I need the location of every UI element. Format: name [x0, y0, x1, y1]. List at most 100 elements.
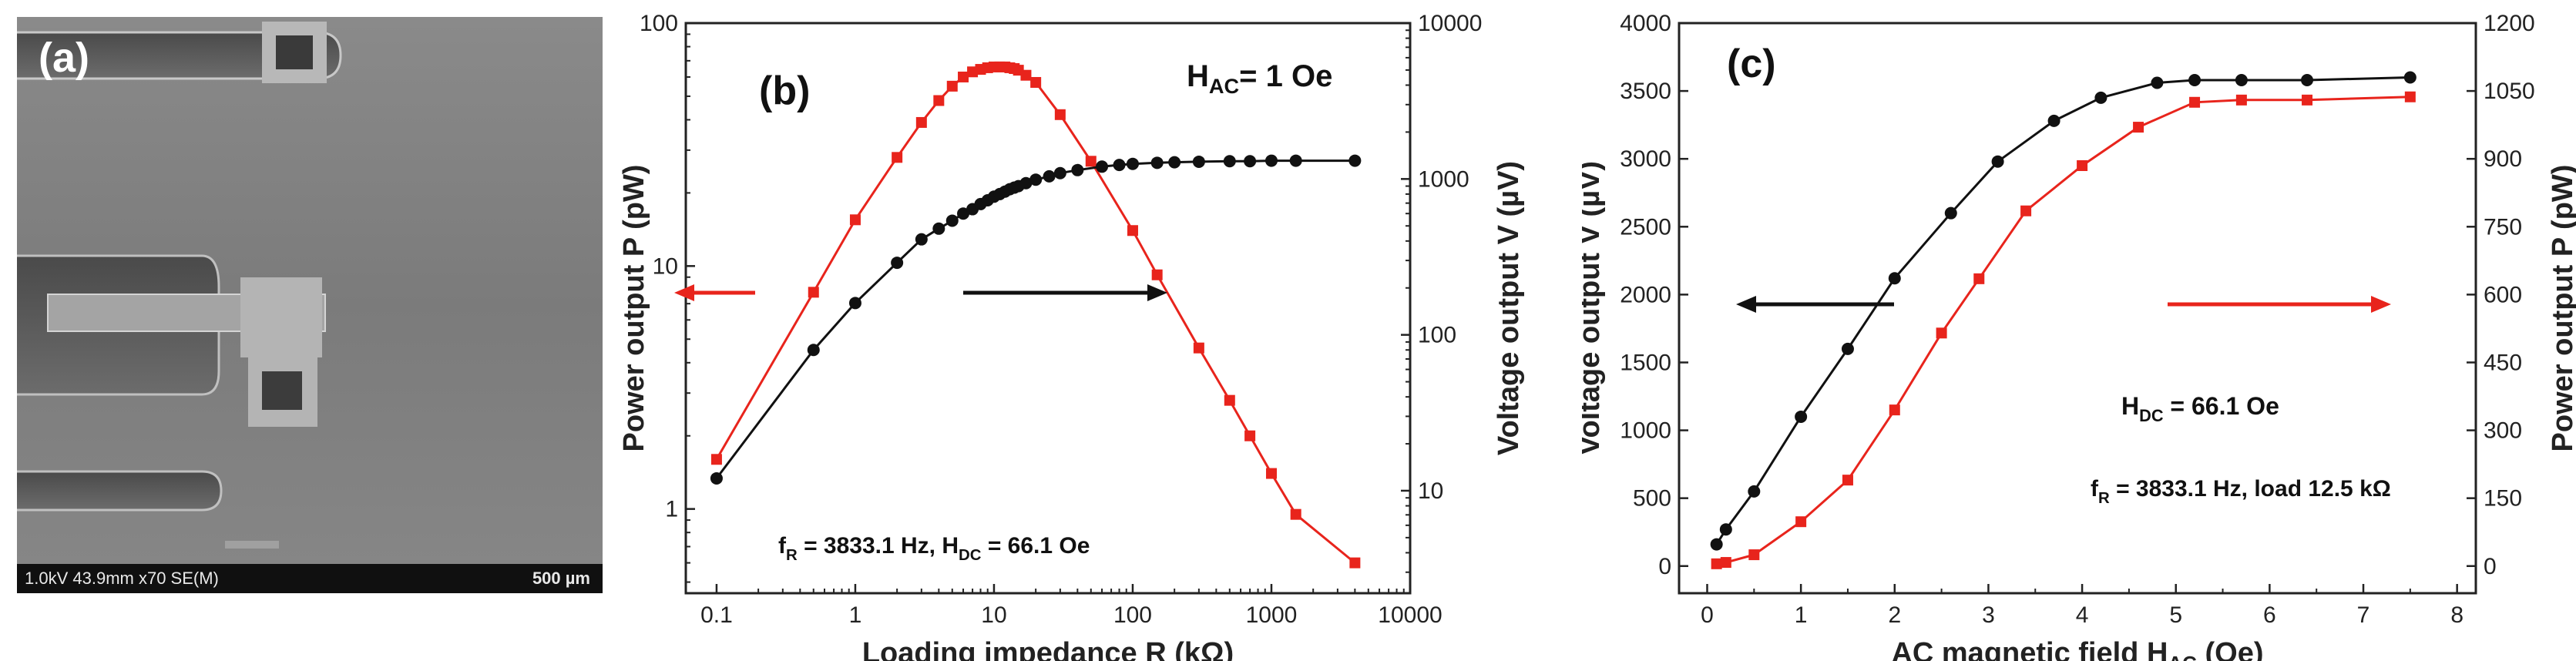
x-tick-label: 10: [981, 602, 1006, 628]
y-left-tick-label: 3000: [1620, 146, 1671, 172]
y-right-tick-label: 600: [2484, 282, 2522, 307]
y-right-tick-label: 10: [1418, 478, 1443, 504]
y-left-tick-label: 2500: [1620, 214, 1671, 240]
data-point-voltage: [1348, 154, 1362, 167]
data-point-voltage: [1168, 156, 1181, 169]
x-tick-label: 100: [1113, 602, 1152, 628]
data-point-power: [946, 80, 958, 92]
data-point-power: [2133, 122, 2144, 133]
x-tick-label: 0: [1701, 602, 1714, 628]
data-point-power: [933, 95, 945, 106]
y-right-tick-label: 150: [2484, 486, 2522, 512]
data-point-power: [958, 71, 969, 82]
x-tick-label: 1: [849, 602, 862, 628]
data-point-power: [2302, 94, 2313, 106]
x-tick-label: 6: [2263, 602, 2276, 628]
chart-c: 0 1 2 3 4 5 6 7 80500100015002000250030003500400…: [1582, 11, 2576, 661]
data-point-voltage: [1289, 154, 1302, 167]
y-left-axis-label: Power output P (pW): [618, 165, 650, 452]
data-point-voltage: [807, 344, 820, 357]
data-point-voltage: [915, 233, 928, 246]
data-point-voltage: [2047, 114, 2060, 127]
x-axis-label: AC magnetic field HAC (Oe): [1891, 637, 2263, 661]
data-point-power: [1127, 225, 1138, 237]
data-point-voltage: [1264, 154, 1278, 167]
data-point-voltage: [1150, 156, 1164, 169]
panel-label: (b): [759, 69, 810, 113]
data-point-voltage: [2301, 74, 2314, 86]
series-line-power: [715, 65, 1356, 564]
data-point-power: [1795, 516, 1807, 528]
panel-a-label: (a): [39, 35, 89, 81]
data-point-voltage: [1029, 173, 1043, 186]
annotation-2: fR = 3833.1 Hz, HDC = 66.1 Oe: [778, 533, 1090, 564]
data-point-power: [1290, 508, 1301, 520]
y-right-tick-label: 10000: [1418, 11, 1482, 36]
y-right-tick-label: 900: [2484, 146, 2522, 172]
data-point-power: [1889, 404, 1900, 416]
y-right-tick-label: 1050: [2484, 79, 2535, 104]
series-line-voltage: [1715, 76, 2410, 545]
data-point-voltage: [1192, 155, 1205, 168]
sem-image-panel: (a) 1.0kV 43.9mm x70 SE(M) 500 µm: [17, 17, 603, 593]
data-point-voltage: [1043, 169, 1056, 183]
x-axis-label: Loading impedance R (kΩ): [862, 637, 1234, 661]
data-point-power: [1842, 475, 1853, 486]
data-point-power: [2404, 91, 2416, 102]
y-right-axis-label: Power output P (pW): [2547, 165, 2576, 452]
data-point-voltage: [1113, 159, 1126, 172]
data-point-voltage: [1719, 523, 1732, 536]
y-left-tick-label: 0: [1658, 554, 1671, 579]
arrow-left-head: [1736, 296, 1756, 313]
data-point-voltage: [945, 214, 959, 227]
data-point-power: [1224, 394, 1235, 406]
plot-frame: [1678, 22, 2477, 595]
x-tick-label: 3: [1982, 602, 1995, 628]
data-point-voltage: [2151, 76, 2164, 89]
y-left-tick-label: 100: [640, 11, 678, 36]
sem-micrograph: [17, 22, 342, 549]
data-point-power: [1748, 549, 1760, 561]
y-left-tick-label: 1500: [1620, 350, 1671, 375]
data-point-voltage: [1748, 485, 1761, 498]
y-right-tick-label: 450: [2484, 350, 2522, 375]
data-point-power: [1030, 76, 1042, 88]
data-point-voltage: [1096, 160, 1109, 173]
data-point-voltage: [1841, 342, 1854, 355]
y-left-tick-label: 500: [1633, 486, 1671, 512]
data-point-voltage: [1944, 206, 1957, 220]
x-tick-label: 8: [2450, 602, 2463, 628]
data-point-voltage: [1223, 155, 1236, 168]
y-left-tick-label: 1000: [1620, 418, 1671, 444]
data-point-power: [2189, 96, 2201, 108]
data-point-voltage: [1071, 163, 1084, 176]
data-point-power: [1020, 69, 1032, 81]
data-point-power: [1720, 557, 1731, 569]
arrow-left-head: [674, 284, 694, 301]
data-point-power: [892, 152, 903, 163]
annotation-1: HDC = 66.1 Oe: [2121, 392, 2279, 425]
data-point-power: [1085, 156, 1097, 167]
y-left-tick-label: 4000: [1620, 11, 1671, 36]
arrow-right-head: [1147, 284, 1167, 301]
data-point-power: [1973, 273, 1985, 284]
x-tick-label: 10000: [1378, 602, 1442, 628]
data-point-power: [1265, 468, 1277, 479]
data-point-power: [1151, 269, 1163, 280]
x-tick-label: 7: [2357, 602, 2370, 628]
x-tick-label: 1: [1795, 602, 1808, 628]
x-tick-label: 5: [2169, 602, 2182, 628]
x-tick-label: 0.1: [700, 602, 733, 628]
panel-label: (c): [1727, 42, 1776, 86]
y-right-tick-label: 0: [2484, 554, 2497, 579]
data-point-power: [2235, 94, 2247, 106]
annotation-2: fR = 3833.1 Hz, load 12.5 kΩ: [2091, 476, 2391, 507]
data-point-voltage: [2403, 71, 2416, 84]
data-point-voltage: [1991, 155, 2004, 168]
y-left-tick-label: 2000: [1620, 282, 1671, 307]
data-point-voltage: [932, 222, 945, 235]
sem-info-bar: 1.0kV 43.9mm x70 SE(M) 500 µm: [17, 564, 603, 593]
data-point-voltage: [2188, 74, 2202, 86]
data-point-voltage: [1710, 538, 1723, 551]
data-point-power: [710, 454, 722, 465]
